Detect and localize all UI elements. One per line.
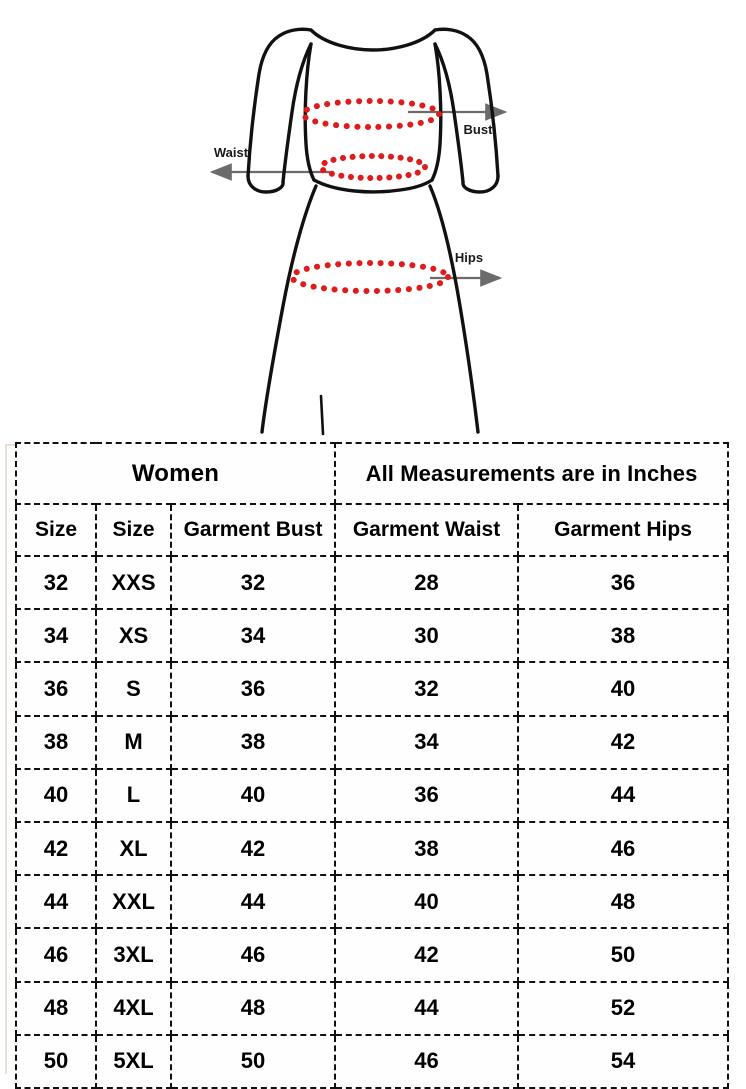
cell-size-numeric: 44 xyxy=(15,874,97,930)
table-row: 48 4XL 48 44 52 xyxy=(15,980,730,1036)
cell-size-numeric: 38 xyxy=(15,714,97,770)
cell-garment-bust: 48 xyxy=(169,980,337,1036)
table-row: 46 3XL 46 42 50 xyxy=(15,927,730,983)
table-row: 50 5XL 50 46 54 xyxy=(15,1033,730,1089)
cell-garment-waist: 28 xyxy=(334,554,520,611)
cell-size-alpha: S xyxy=(95,661,172,717)
cell-garment-waist: 38 xyxy=(334,820,520,877)
cell-size-alpha: M xyxy=(95,714,172,770)
cell-garment-waist: 32 xyxy=(334,661,520,717)
hips-label: Hips xyxy=(455,250,483,265)
cell-size-numeric: 40 xyxy=(15,767,97,823)
column-header-size-alpha: Size xyxy=(95,503,172,557)
cell-size-alpha: 3XL xyxy=(95,927,172,983)
cell-garment-hips: 44 xyxy=(517,767,730,823)
dress-measurement-illustration: Bust Waist Hips xyxy=(0,0,746,440)
cell-garment-hips: 36 xyxy=(517,554,730,611)
column-header-size-numeric: Size xyxy=(15,503,97,557)
cell-garment-bust: 42 xyxy=(169,820,337,877)
column-header-garment-hips: Garment Hips xyxy=(517,503,730,557)
size-chart-table: Women All Measurements are in Inches Siz… xyxy=(14,442,730,1089)
cell-garment-waist: 40 xyxy=(334,874,520,930)
cell-garment-hips: 50 xyxy=(517,927,730,983)
banner-women-cell: Women xyxy=(14,442,337,505)
waist-label: Waist xyxy=(214,145,249,160)
cell-garment-waist: 30 xyxy=(334,608,520,664)
size-chart-table-region: Women All Measurements are in Inches Siz… xyxy=(0,438,746,1089)
cell-size-numeric: 48 xyxy=(15,980,97,1036)
cell-garment-waist: 34 xyxy=(334,714,520,770)
table-row: 36 S 36 32 40 xyxy=(15,661,730,717)
cell-garment-waist: 36 xyxy=(334,767,520,823)
column-header-garment-waist: Garment Waist xyxy=(334,503,520,557)
cell-size-numeric: 42 xyxy=(15,820,97,877)
cell-garment-hips: 40 xyxy=(517,661,730,717)
cell-size-numeric: 36 xyxy=(15,661,97,717)
cell-garment-hips: 42 xyxy=(517,714,730,770)
column-header-garment-bust: Garment Bust xyxy=(169,503,337,557)
cell-garment-hips: 38 xyxy=(517,608,730,664)
cell-size-alpha: L xyxy=(95,767,172,823)
table-header-row: Size Size Garment Bust Garment Waist Gar… xyxy=(15,503,730,557)
table-row: 40 L 40 36 44 xyxy=(15,767,730,823)
cell-garment-bust: 46 xyxy=(169,927,337,983)
cell-garment-bust: 34 xyxy=(169,608,337,664)
table-row: 34 XS 34 30 38 xyxy=(15,608,730,664)
outer-rule-left xyxy=(5,444,7,1074)
cell-size-alpha: 4XL xyxy=(95,980,172,1036)
cell-garment-bust: 38 xyxy=(169,714,337,770)
cell-garment-hips: 46 xyxy=(517,820,730,877)
cell-size-alpha: XXS xyxy=(95,554,172,611)
cell-garment-bust: 36 xyxy=(169,661,337,717)
cell-size-alpha: XL xyxy=(95,820,172,877)
bust-measure-ring xyxy=(300,98,442,130)
bust-label: Bust xyxy=(464,122,494,137)
waist-measure-ring xyxy=(318,153,428,181)
cell-garment-hips: 54 xyxy=(517,1033,730,1089)
cell-size-numeric: 34 xyxy=(15,608,97,664)
hips-measure-ring xyxy=(289,260,451,294)
outer-rule-top xyxy=(5,444,17,446)
banner-units-cell: All Measurements are in Inches xyxy=(334,442,730,505)
table-row: 44 XXL 44 40 48 xyxy=(15,874,730,930)
cell-size-numeric: 32 xyxy=(15,554,97,611)
dress-outline xyxy=(246,27,500,436)
table-row: 42 XL 42 38 46 xyxy=(15,820,730,877)
cell-garment-bust: 44 xyxy=(169,874,337,930)
table-banner-row: Women All Measurements are in Inches xyxy=(14,442,730,505)
cell-size-alpha: XXL xyxy=(95,874,172,930)
cell-garment-hips: 48 xyxy=(517,874,730,930)
cell-garment-hips: 52 xyxy=(517,980,730,1036)
cell-garment-waist: 42 xyxy=(334,927,520,983)
cell-garment-bust: 40 xyxy=(169,767,337,823)
table-row: 38 M 38 34 42 xyxy=(15,714,730,770)
cell-size-numeric: 46 xyxy=(15,927,97,983)
table-row: 32 XXS 32 28 36 xyxy=(15,554,730,611)
cell-garment-bust: 32 xyxy=(169,554,337,611)
cell-garment-waist: 44 xyxy=(334,980,520,1036)
cell-size-alpha: XS xyxy=(95,608,172,664)
